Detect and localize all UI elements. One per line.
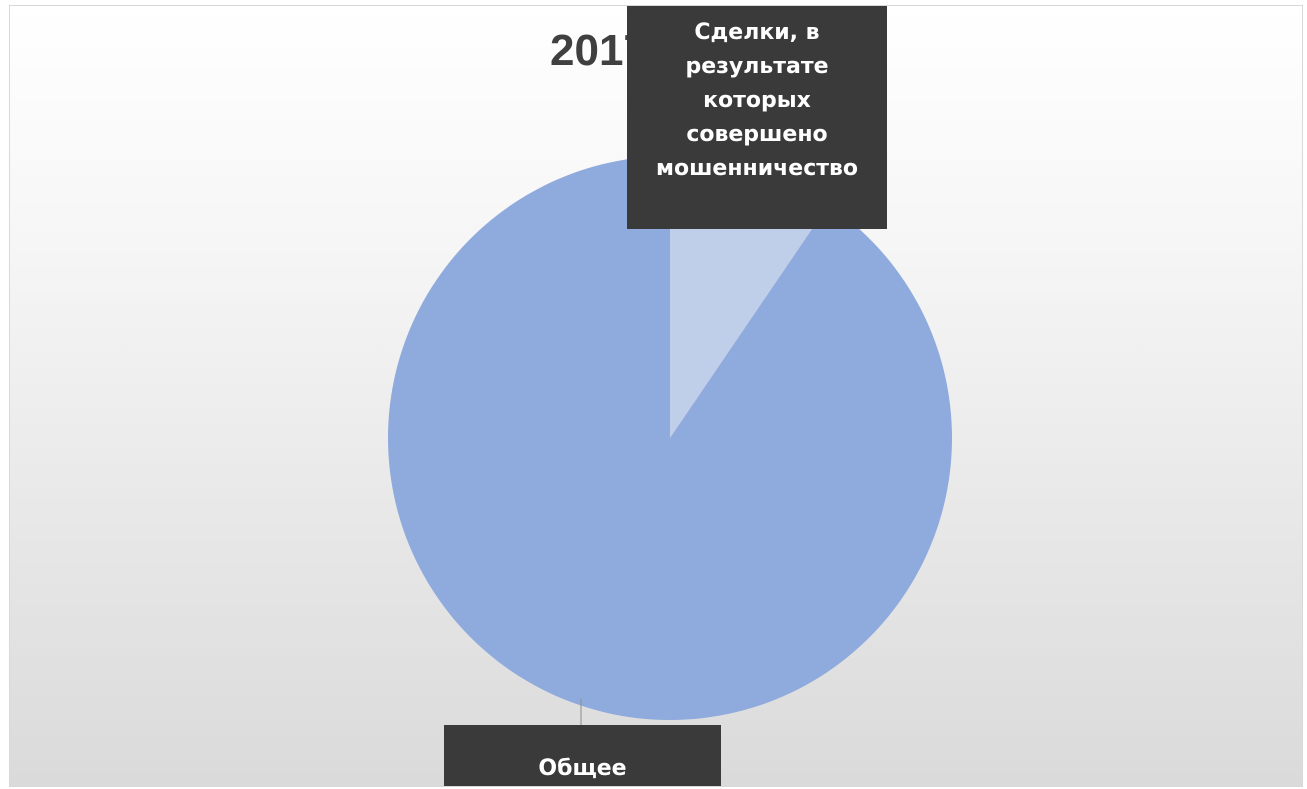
pie-slice-0 bbox=[387, 156, 953, 720]
data-label-text: которых bbox=[703, 88, 811, 113]
data-label-text: Общее bbox=[538, 756, 626, 781]
data-label-box bbox=[444, 725, 721, 786]
chart-area: 2017 Общее Сделки, в результате которых сове… bbox=[9, 5, 1303, 787]
data-label-text: Сделки, в bbox=[694, 20, 819, 45]
pie-slices bbox=[387, 156, 953, 720]
data-labels: Общее Сделки, в результате которых совершено… bbox=[444, 6, 887, 786]
data-label-text: совершено bbox=[686, 122, 827, 147]
data-label-1: Сделки, в результате которых совершено мошен… bbox=[627, 6, 887, 229]
data-label-0: Общее bbox=[444, 725, 721, 786]
data-label-text: мошенничество bbox=[656, 156, 858, 181]
data-label-text: результате bbox=[685, 54, 828, 79]
data-label-box bbox=[627, 6, 887, 229]
